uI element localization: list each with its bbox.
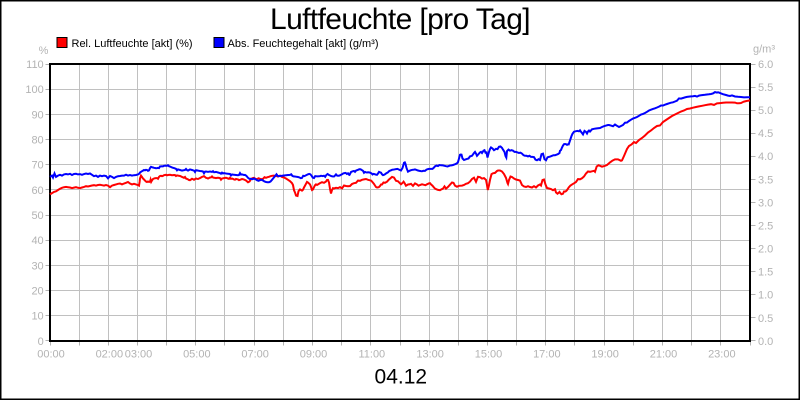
svg-text:3.5: 3.5 <box>758 174 773 186</box>
svg-text:09:00: 09:00 <box>300 349 328 361</box>
svg-text:11:00: 11:00 <box>358 349 385 361</box>
svg-text:1.5: 1.5 <box>758 267 773 279</box>
svg-text:3.0: 3.0 <box>758 197 773 209</box>
svg-text:60: 60 <box>31 185 43 197</box>
svg-text:Rel. Luftfeuchte [akt] (%): Rel. Luftfeuchte [akt] (%) <box>72 38 193 50</box>
svg-text:0.5: 0.5 <box>758 313 773 325</box>
svg-text:4.0: 4.0 <box>758 151 773 163</box>
svg-text:05:00: 05:00 <box>183 349 211 361</box>
svg-text:40: 40 <box>31 235 43 247</box>
svg-text:%: % <box>39 45 49 57</box>
svg-text:100: 100 <box>25 84 43 96</box>
svg-text:Abs. Feuchtegehalt [akt] (g/m³: Abs. Feuchtegehalt [akt] (g/m³) <box>228 38 379 50</box>
svg-text:2.5: 2.5 <box>758 220 773 232</box>
svg-text:5.0: 5.0 <box>758 105 773 117</box>
svg-text:19:00: 19:00 <box>591 349 619 361</box>
svg-text:02:00: 02:00 <box>96 349 124 361</box>
svg-text:0: 0 <box>38 336 44 348</box>
svg-text:90: 90 <box>31 109 43 121</box>
svg-text:110: 110 <box>26 59 44 71</box>
svg-text:4.5: 4.5 <box>758 128 773 140</box>
svg-text:0.0: 0.0 <box>758 336 773 348</box>
svg-text:23:00: 23:00 <box>708 349 736 361</box>
svg-text:17:00: 17:00 <box>533 349 561 361</box>
svg-text:g/m³: g/m³ <box>753 44 775 56</box>
svg-text:15:00: 15:00 <box>475 349 503 361</box>
svg-text:70: 70 <box>31 160 43 172</box>
svg-text:04.12: 04.12 <box>375 365 428 388</box>
svg-text:30: 30 <box>31 260 43 272</box>
svg-text:00:00: 00:00 <box>37 349 65 361</box>
svg-text:80: 80 <box>31 134 43 146</box>
svg-text:03:00: 03:00 <box>125 349 153 361</box>
svg-text:21:00: 21:00 <box>650 349 678 361</box>
svg-text:50: 50 <box>31 210 43 222</box>
svg-text:2.0: 2.0 <box>758 244 773 256</box>
svg-text:10: 10 <box>31 311 43 323</box>
svg-text:6.0: 6.0 <box>758 59 773 71</box>
svg-text:5.5: 5.5 <box>758 82 773 94</box>
svg-text:13:00: 13:00 <box>416 349 444 361</box>
svg-text:1.0: 1.0 <box>758 290 773 302</box>
svg-text:Luftfeuchte [pro Tag]: Luftfeuchte [pro Tag] <box>270 3 530 36</box>
svg-text:20: 20 <box>31 286 43 298</box>
svg-text:07:00: 07:00 <box>241 349 269 361</box>
